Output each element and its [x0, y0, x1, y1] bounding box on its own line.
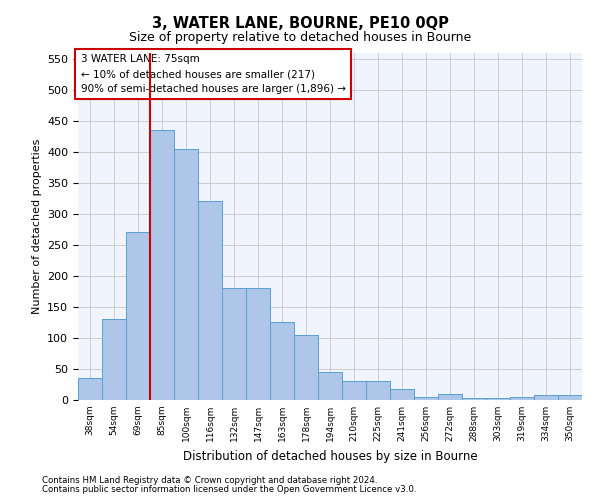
Bar: [558, 395, 582, 400]
Bar: [486, 398, 510, 400]
Text: Contains public sector information licensed under the Open Government Licence v3: Contains public sector information licen…: [42, 485, 416, 494]
Text: 3 WATER LANE: 75sqm
← 10% of detached houses are smaller (217)
90% of semi-detac: 3 WATER LANE: 75sqm ← 10% of detached ho…: [80, 54, 346, 94]
Text: Contains HM Land Registry data © Crown copyright and database right 2024.: Contains HM Land Registry data © Crown c…: [42, 476, 377, 485]
Bar: [318, 372, 342, 400]
Text: 3, WATER LANE, BOURNE, PE10 0QP: 3, WATER LANE, BOURNE, PE10 0QP: [152, 16, 448, 31]
Bar: [246, 288, 270, 400]
Bar: [78, 378, 102, 400]
Bar: [462, 398, 486, 400]
Bar: [270, 322, 294, 400]
Bar: [342, 382, 366, 400]
Bar: [198, 202, 222, 400]
Bar: [438, 394, 462, 400]
Bar: [102, 320, 126, 400]
Bar: [366, 382, 390, 400]
Y-axis label: Number of detached properties: Number of detached properties: [32, 138, 41, 314]
Bar: [390, 390, 414, 400]
Bar: [150, 130, 174, 400]
Text: Size of property relative to detached houses in Bourne: Size of property relative to detached ho…: [129, 31, 471, 44]
Bar: [534, 395, 558, 400]
Bar: [222, 288, 246, 400]
X-axis label: Distribution of detached houses by size in Bourne: Distribution of detached houses by size …: [182, 450, 478, 462]
Bar: [126, 232, 150, 400]
Bar: [294, 335, 318, 400]
Bar: [414, 397, 438, 400]
Bar: [174, 148, 198, 400]
Bar: [510, 397, 534, 400]
